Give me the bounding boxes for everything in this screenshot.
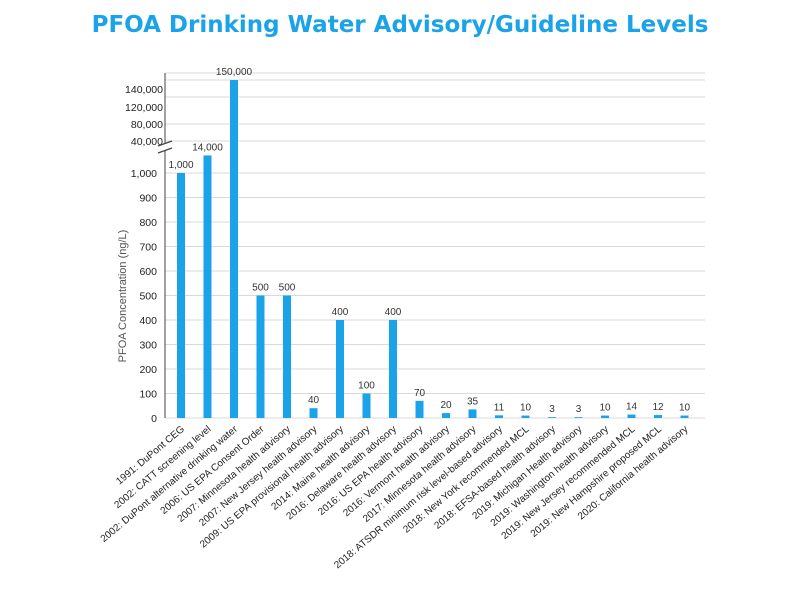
y-tick-label: 140,000 (125, 84, 163, 96)
bar (680, 415, 689, 418)
bar (389, 320, 397, 418)
data-label: 3 (549, 404, 555, 415)
data-label: 1,000 (168, 160, 193, 171)
data-label: 10 (679, 403, 691, 414)
data-label: 100 (358, 381, 375, 392)
data-label: 3 (576, 404, 582, 415)
data-label: 10 (599, 403, 611, 414)
data-label: 12 (652, 402, 664, 413)
data-labels: 1,000 14,000 150,000 500 500 40 400 100 400 70 20 3… (168, 67, 690, 415)
y-tick-label: 400 (139, 315, 157, 327)
y-tick-label: 100 (139, 389, 157, 401)
chart-title: PFOA Drinking Water Advisory/Guideline L… (91, 12, 709, 38)
data-label: 400 (332, 307, 349, 318)
data-label: 40 (308, 395, 320, 406)
y-tick-label: 800 (139, 217, 157, 229)
y-tick-label: 200 (139, 364, 157, 376)
y-axis-label: PFOA Concentration (ng/L) (117, 230, 129, 363)
bar (521, 415, 530, 418)
data-label: 500 (279, 283, 296, 294)
bars (177, 80, 689, 418)
data-label: 11 (494, 402, 505, 413)
bar (601, 415, 609, 418)
bar (627, 414, 636, 418)
data-label: 35 (467, 396, 479, 407)
bar (415, 400, 424, 418)
data-label: 150,000 (216, 67, 253, 78)
axis-break-mark (157, 140, 173, 147)
bar (230, 80, 238, 418)
data-label: 14,000 (192, 142, 223, 153)
y-tick-label: 120,000 (125, 102, 163, 114)
bar (283, 295, 291, 418)
data-label: 10 (520, 403, 532, 414)
bar (177, 173, 185, 418)
bar (203, 155, 212, 418)
bar (495, 415, 503, 418)
y-tick-label: 600 (139, 266, 157, 278)
axis-break-mark (157, 147, 173, 154)
y-tick-label: 80,000 (131, 119, 163, 131)
data-label: 70 (414, 388, 426, 399)
y-tick-label: 1,000 (131, 168, 157, 180)
data-label: 20 (440, 400, 452, 411)
y-tick-label: 40,000 (131, 136, 163, 148)
data-label: 14 (626, 402, 638, 413)
y-tick-label: 0 (151, 413, 157, 425)
bar (256, 295, 265, 418)
bar (468, 409, 477, 418)
y-tick-label: 900 (139, 193, 157, 205)
data-label: 400 (385, 307, 402, 318)
y-tick-labels: 0 100 200 300 400 500 600 700 800 900 1,000 40,000 8… (125, 84, 163, 425)
y-tick-label: 300 (139, 340, 157, 352)
data-label: 500 (252, 283, 269, 294)
y-axis (157, 73, 173, 418)
bar (574, 417, 583, 418)
bar (336, 320, 344, 418)
bar (309, 408, 318, 418)
y-tick-label: 700 (139, 242, 157, 254)
bar (654, 415, 662, 418)
gridlines (165, 72, 705, 419)
bar (442, 413, 450, 418)
bar (548, 417, 556, 418)
y-tick-label: 500 (139, 291, 157, 303)
bar (362, 393, 371, 418)
